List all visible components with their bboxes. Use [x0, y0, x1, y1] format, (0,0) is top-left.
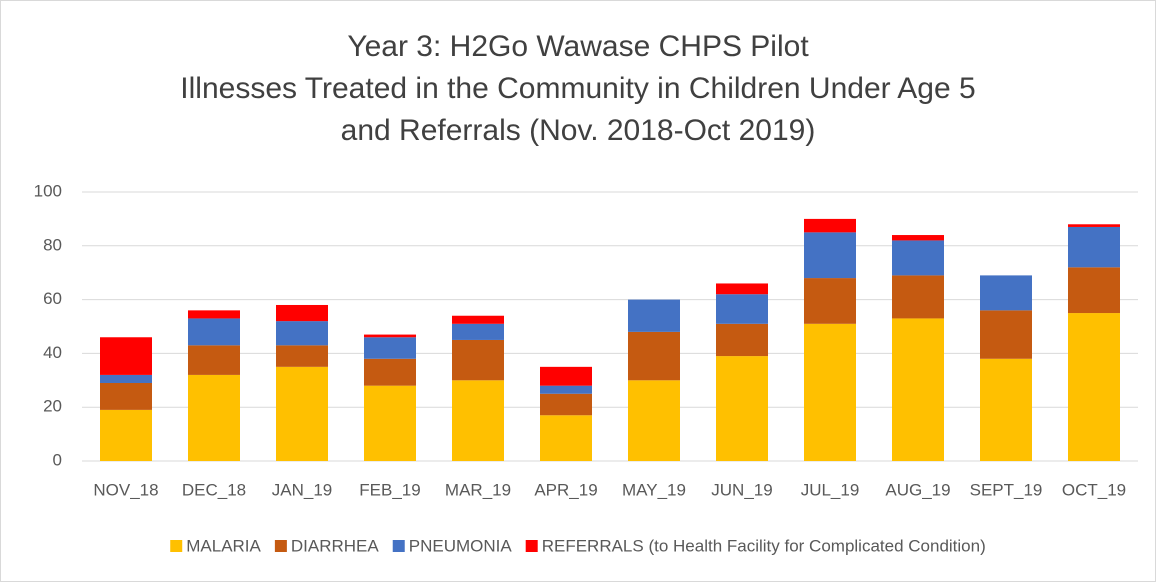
- bar-segment: [276, 345, 328, 367]
- bar-segment: [276, 366, 328, 461]
- bar-segment: [540, 393, 592, 416]
- x-tick-label: FEB_19: [359, 480, 420, 499]
- bar-segment: [892, 235, 944, 241]
- x-tick-label: JAN_19: [272, 480, 332, 499]
- legend-label: REFERRALS (to Health Facility for Compli…: [542, 536, 986, 555]
- bar-segment: [980, 310, 1032, 359]
- x-tick-label: NOV_18: [93, 480, 158, 499]
- y-tick-label: 40: [43, 343, 62, 362]
- bar-segment: [364, 358, 416, 386]
- bar-segment: [716, 294, 768, 324]
- bar-segment: [628, 331, 680, 381]
- bar-segment: [364, 337, 416, 359]
- bar-segment: [804, 218, 856, 233]
- legend-swatch: [392, 540, 405, 552]
- bar-segment: [276, 321, 328, 346]
- x-tick-label: DEC_18: [182, 480, 246, 499]
- bar-segment: [804, 323, 856, 461]
- bar-segment: [100, 382, 152, 410]
- bar-segment: [452, 339, 504, 381]
- legend-swatch: [525, 540, 538, 552]
- bar-segment: [980, 275, 1032, 311]
- bar-segment: [804, 278, 856, 324]
- bar-segment: [716, 356, 768, 461]
- x-tick-label: OCT_19: [1062, 480, 1126, 499]
- bar-segment: [540, 415, 592, 461]
- x-tick-label: JUL_19: [801, 480, 860, 499]
- bar-segment: [188, 310, 240, 319]
- x-tick-label: AUG_19: [885, 480, 950, 499]
- x-tick-label: MAY_19: [622, 480, 686, 499]
- bar-segment: [364, 385, 416, 461]
- bar-segment: [1068, 267, 1120, 314]
- bar-segment: [276, 304, 328, 322]
- bar-segment: [716, 283, 768, 295]
- bar-segment: [100, 374, 152, 383]
- bar-segment: [452, 315, 504, 324]
- chart-title: Year 3: H2Go Wawase CHPS Pilot: [347, 30, 809, 63]
- bar-segment: [188, 345, 240, 375]
- bar-segment: [892, 318, 944, 461]
- bar-segment: [364, 334, 416, 338]
- bar-segment: [628, 299, 680, 332]
- x-tick-label: JUN_19: [711, 480, 772, 499]
- bar-segment: [892, 275, 944, 319]
- bar-segment: [804, 232, 856, 279]
- legend-swatch: [274, 540, 287, 552]
- legend-label: PNEUMONIA: [409, 536, 513, 555]
- y-tick-label: 20: [43, 397, 62, 416]
- bar-segment: [980, 358, 1032, 461]
- bar-segment: [540, 366, 592, 386]
- y-tick-label: 100: [34, 181, 62, 200]
- bar-segment: [100, 409, 152, 461]
- legend-label: DIARRHEA: [291, 536, 380, 555]
- bar-segment: [452, 380, 504, 461]
- y-tick-label: 80: [43, 235, 62, 254]
- bar-segment: [892, 240, 944, 276]
- bar-segment: [1068, 313, 1120, 461]
- legend-label: MALARIA: [186, 536, 261, 555]
- bar-segment: [188, 318, 240, 346]
- chart-title: and Referrals (Nov. 2018-Oct 2019): [341, 114, 816, 147]
- x-tick-label: MAR_19: [445, 480, 511, 499]
- bar-segment: [1068, 226, 1120, 268]
- bar-segment: [540, 385, 592, 394]
- bar-segment: [1068, 224, 1120, 227]
- legend-swatch: [170, 540, 183, 552]
- bar-segment: [452, 323, 504, 340]
- bar-segment: [188, 374, 240, 461]
- y-tick-label: 60: [43, 289, 62, 308]
- bar-segment: [100, 337, 152, 375]
- chart-title: Illnesses Treated in the Community in Ch…: [180, 72, 975, 105]
- bar-segment: [628, 380, 680, 461]
- x-tick-label: SEPT_19: [970, 480, 1043, 499]
- y-tick-label: 0: [53, 450, 62, 469]
- bar-segment: [716, 323, 768, 357]
- x-tick-label: APR_19: [534, 480, 597, 499]
